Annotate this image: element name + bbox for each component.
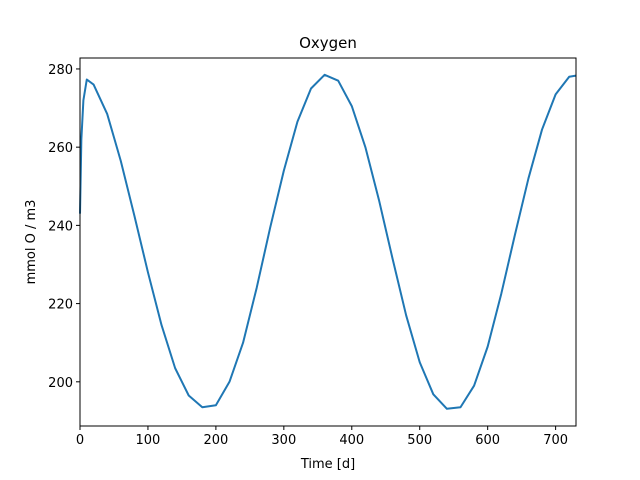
data-line [79, 73, 577, 410]
x-tick-label: 0 [76, 433, 84, 448]
plot-frame [79, 57, 577, 427]
y-tick-label: 240 [48, 219, 73, 234]
y-tick-label: 200 [48, 376, 73, 391]
x-tick-label: 700 [543, 433, 568, 448]
y-axis-label: mmol O / m3 [24, 200, 39, 285]
y-tick-label: 220 [48, 298, 73, 313]
x-tick-label: 400 [339, 433, 364, 448]
x-tick-label: 500 [407, 433, 432, 448]
y-tick-label: 260 [48, 141, 73, 156]
x-tick-label: 200 [203, 433, 228, 448]
x-tick-label: 300 [271, 433, 296, 448]
y-tick-label: 280 [48, 63, 73, 78]
chart-title: Oxygen [299, 34, 357, 52]
x-tick-label: 600 [475, 433, 500, 448]
x-axis-label: Time [d] [300, 457, 355, 472]
x-tick-label: 100 [136, 433, 161, 448]
